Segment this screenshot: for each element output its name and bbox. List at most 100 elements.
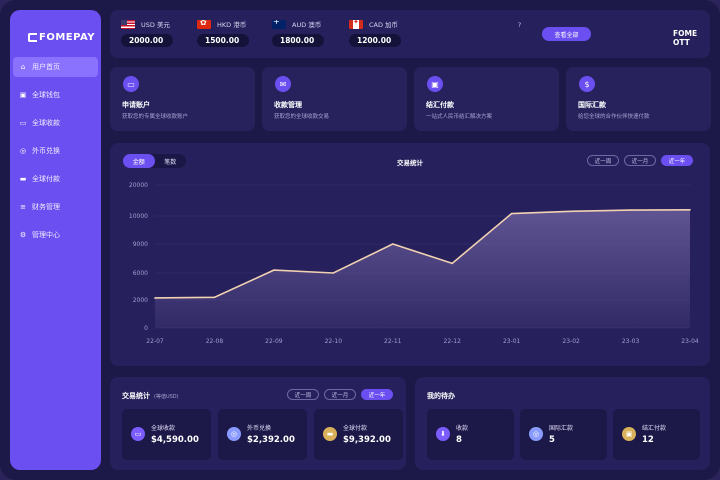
logo: FOMEPAY xyxy=(28,32,95,43)
toggle-count[interactable]: 笔数 xyxy=(164,158,177,166)
remit-icon: $ xyxy=(579,76,595,92)
x-tick-label: 23-01 xyxy=(503,338,521,345)
sidebar-item-label: 全球钱包 xyxy=(32,91,60,99)
flag-au-icon xyxy=(272,19,286,29)
action-card-1[interactable]: ✉ 收款管理 获取您的全球收款交易 xyxy=(262,67,407,131)
data-point[interactable] xyxy=(213,296,216,299)
stat-label: 全球收款 xyxy=(151,425,176,432)
inbox-icon: ⬇ xyxy=(436,427,450,441)
x-tick-label: 23-04 xyxy=(681,338,699,345)
action-card-title: 收款管理 xyxy=(274,101,302,109)
range-year[interactable]: 近一年 xyxy=(661,155,693,166)
currency-label-row: USD 美元 xyxy=(121,19,173,29)
action-card-desc: 获取您的全球收款交易 xyxy=(274,114,330,120)
todo-panel: 我的待办 ⬇ 收款 8 ◎ 国际汇款 5 ▣ 结汇付款 12 xyxy=(415,377,710,470)
stats-summary-unit: (等值USD) xyxy=(154,394,179,400)
sidebar: FOMEPAY ⌂ 用户首页 ▣ 全球钱包 ▭ 全球收款 ◎ 外币兑换 ▬ 全球付款 ≡ 财务管理 ⚙ 管… xyxy=(10,10,101,470)
action-card-2[interactable]: ▣ 结汇付款 一站式人民币结汇解决方案 xyxy=(414,67,559,131)
x-tick-label: 22-08 xyxy=(206,338,224,345)
summary-range-week[interactable]: 近一周 xyxy=(287,389,319,400)
sidebar-item-1[interactable]: ▣ 全球钱包 xyxy=(13,85,98,105)
area-fill xyxy=(155,209,690,328)
account-icon: ▭ xyxy=(123,76,139,92)
action-card-desc: 获取您的专属全球收款账户 xyxy=(122,114,189,120)
data-point[interactable] xyxy=(570,210,572,213)
stat-label: 全球付款 xyxy=(343,425,368,432)
range-week[interactable]: 近一周 xyxy=(587,155,619,166)
sidebar-item-0[interactable]: ⌂ 用户首页 xyxy=(13,57,98,77)
currency-label-row: HKD 港币 xyxy=(197,19,249,29)
sidebar-item-2[interactable]: ▭ 全球收款 xyxy=(13,113,98,133)
exchange-coin-icon: ◎ xyxy=(227,427,241,441)
sidebar-item-label: 管理中心 xyxy=(32,231,60,239)
currency-amount: 1500.00 xyxy=(197,34,249,47)
currency-amount: 1200.00 xyxy=(349,34,401,47)
stats-summary-title: 交易统计 (等值USD) xyxy=(122,391,179,401)
data-point[interactable] xyxy=(510,212,513,215)
stat-value: 8 xyxy=(456,435,462,445)
stat-tile[interactable]: ◎ 外币兑换 $2,392.00 xyxy=(218,409,307,460)
currency-amount: 2000.00 xyxy=(121,34,173,47)
y-tick-label: 0 xyxy=(144,325,148,332)
remit-coin-icon: ◎ xyxy=(529,427,543,441)
summary-range-month[interactable]: 近一月 xyxy=(324,389,356,400)
sidebar-item-3[interactable]: ◎ 外币兑换 xyxy=(13,141,98,161)
stat-label: 结汇付款 xyxy=(642,425,667,432)
x-tick-label: 22-10 xyxy=(325,338,343,345)
range-month[interactable]: 近一月 xyxy=(624,155,656,166)
stat-value: $2,392.00 xyxy=(247,435,295,445)
data-point[interactable] xyxy=(273,269,275,271)
view-all-button[interactable]: 查看全部 xyxy=(542,27,591,41)
sidebar-item-label: 全球收款 xyxy=(32,119,60,127)
stat-tile[interactable]: ▬ 全球付款 $9,392.00 xyxy=(314,409,403,460)
stat-label: 国际汇款 xyxy=(549,425,574,432)
metric-toggle: 金额 笔数 xyxy=(123,154,186,168)
action-card-0[interactable]: ▭ 申请账户获取您的专属全球收款账户 xyxy=(110,67,255,131)
action-card-desc: 一站式人民币结汇解决方案 xyxy=(426,114,493,120)
summary-range-year[interactable]: 近一年 xyxy=(361,389,393,400)
x-tick-label: 22-09 xyxy=(265,338,283,345)
action-card-title: 申请账户 xyxy=(122,101,150,109)
logo-mark-icon xyxy=(28,33,37,42)
stat-tile[interactable]: ▣ 结汇付款 12 xyxy=(613,409,700,460)
home-icon: ⌂ xyxy=(20,63,26,71)
toggle-amount[interactable]: 金额 xyxy=(123,154,155,168)
stat-label: 外币兑换 xyxy=(247,425,272,432)
sidebar-item-6[interactable]: ⚙ 管理中心 xyxy=(13,225,98,245)
stat-value: $4,590.00 xyxy=(151,435,199,445)
settle-icon: ▣ xyxy=(427,76,443,92)
data-point[interactable] xyxy=(629,209,632,211)
currency-balance[interactable]: HKD 港币 1500.00 xyxy=(197,19,249,47)
stat-value: 5 xyxy=(549,435,555,445)
stat-tile[interactable]: ◎ 国际汇款 5 xyxy=(520,409,607,460)
sidebar-item-label: 外币兑换 xyxy=(32,147,60,155)
data-point[interactable] xyxy=(689,209,691,211)
stat-tile[interactable]: ⬇ 收款 8 xyxy=(427,409,514,460)
x-tick-label: 22-07 xyxy=(146,338,164,345)
sidebar-item-4[interactable]: ▬ 全球付款 xyxy=(13,169,98,189)
payment-icon: ▬ xyxy=(19,175,27,183)
sidebar-item-label: 财务管理 xyxy=(32,203,60,211)
currency-label-row: AUD 澳币 xyxy=(272,19,324,29)
x-tick-label: 22-12 xyxy=(444,338,462,345)
currency-amount: 1800.00 xyxy=(272,34,324,47)
stat-value: 12 xyxy=(642,435,654,445)
x-tick-label: 23-03 xyxy=(622,338,640,345)
settings-icon: ⚙ xyxy=(19,231,27,239)
data-point[interactable] xyxy=(332,272,335,274)
currency-balance[interactable]: USD 美元 2000.00 xyxy=(121,19,173,47)
action-card-3[interactable]: $ 国际汇款 给您全球的合作伙伴快速付款 xyxy=(566,67,711,131)
currency-label-row: CAD 加币 xyxy=(349,19,401,29)
sidebar-item-5[interactable]: ≡ 财务管理 xyxy=(13,197,98,217)
stat-tile[interactable]: ▭ 全球收款 $4,590.00 xyxy=(122,409,211,460)
data-point[interactable] xyxy=(154,297,156,299)
data-point[interactable] xyxy=(451,262,454,265)
currency-balance[interactable]: AUD 澳币 1800.00 xyxy=(272,19,324,47)
data-point[interactable] xyxy=(391,243,394,245)
transaction-chart: 0 2000 6000 9000 10000 20000 22-07 22-08 22-09 22… xyxy=(129,182,699,345)
sidebar-nav: ⌂ 用户首页 ▣ 全球钱包 ▭ 全球收款 ◎ 外币兑换 ▬ 全球付款 ≡ 财务管理 ⚙ 管理中心 xyxy=(13,57,98,253)
currency-balance[interactable]: CAD 加币 1200.00 xyxy=(349,19,401,47)
chart-title: 交易统计 xyxy=(397,159,423,167)
help-icon[interactable]: ? xyxy=(518,22,522,29)
